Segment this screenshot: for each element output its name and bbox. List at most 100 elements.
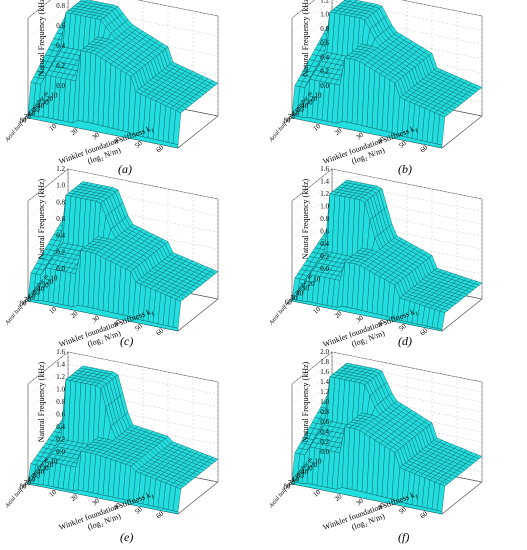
z-tick-label: 0.6: [56, 411, 65, 419]
k-tick-label: 50: [397, 139, 408, 150]
z-tick-label: 1.0: [56, 386, 65, 394]
k-axis-subscript: 1: [151, 311, 156, 318]
m-tick-label: 20: [310, 461, 318, 469]
z-tick-label: 0.0: [56, 448, 65, 456]
k-tick-label: 60: [155, 509, 166, 520]
grid-line: [291, 168, 333, 202]
grid-line: [291, 361, 333, 395]
grid-line: [67, 351, 219, 383]
z-tick-label: 1.6: [320, 165, 329, 173]
z-tick-label: 0.8: [56, 198, 65, 206]
grid-line: [291, 206, 333, 239]
m-tick-label: 10: [51, 92, 59, 100]
m-tick-label: 70: [24, 296, 32, 304]
z-axis-title: Natural Frequency (kHz): [301, 361, 310, 442]
z-tick-label: 0.4: [56, 232, 65, 240]
k-tick-label: 20: [69, 492, 80, 503]
grid-line: [331, 351, 483, 383]
m-tick-label: 30: [302, 285, 310, 293]
z-tick-label: 1.4: [320, 378, 329, 386]
grid-line: [27, 0, 51, 19]
k-tick-label: 50: [133, 322, 144, 333]
panel-caption-b: (b): [398, 162, 412, 176]
m-tick-label: 50: [290, 294, 298, 302]
z-tick-label: 0.0: [56, 265, 65, 273]
z-tick-label: 1.2: [56, 165, 65, 173]
grid-line: [27, 168, 69, 202]
panel-caption-f: (f): [398, 530, 410, 544]
z-tick-label: 0.8: [320, 25, 329, 33]
m-tick-label: 30: [42, 465, 50, 473]
m-tick-label: 80: [283, 116, 291, 124]
k-axis-subscript: 1: [415, 494, 420, 501]
z-tick-label: 1.4: [320, 178, 329, 186]
plot-group: 0.0 0.2 0.4 0.6 0.8 1.0 1.2 Natural Frequency (…: [3, 165, 219, 351]
m-tick-label: 60: [292, 475, 300, 483]
grid-line: [27, 5, 69, 39]
k-tick-label: 60: [155, 143, 166, 154]
k-tick-label: 10: [312, 488, 323, 499]
m-tick-label: 10: [313, 276, 321, 284]
z-tick-label: 0.2: [320, 438, 329, 446]
chart-panel-f: 0.0 0.2 0.4 0.6 0.8 1.0 1.2 1.4 1.6 1.8 2.0 Natural…: [264, 348, 527, 549]
surface-curtain: [291, 298, 443, 332]
z-tick-label: 1.6: [56, 348, 65, 356]
k-tick-label: 40: [376, 501, 387, 512]
k-axis-subscript: 1: [415, 311, 420, 318]
k-tick-label: 10: [48, 122, 59, 133]
k-axis-subscript: 1: [415, 128, 420, 135]
k-tick-label: 60: [419, 143, 430, 154]
k-tick-label: 60: [155, 326, 166, 337]
grid-line: [291, 218, 333, 252]
grid-line: [291, 401, 333, 435]
grid-line: [291, 0, 333, 33]
grid-line: [291, 371, 333, 405]
m-tick-label: 70: [288, 479, 296, 487]
panel-caption-d: (d): [398, 334, 412, 348]
plot-group: 0.0 0.2 0.4 0.6 0.8 1.0 1.2 1.4 1.6 1.8 2.0 Natural…: [267, 348, 483, 534]
z-tick-label: 0.6: [320, 39, 329, 47]
m-tick-label: 50: [297, 472, 305, 480]
grid-line: [27, 351, 69, 385]
grid-line: [27, 376, 69, 410]
m-tick-label: 70: [24, 479, 32, 487]
grid-line: [291, 0, 315, 19]
m-tick-label: 30: [42, 99, 50, 107]
m-tick-label: 40: [301, 468, 309, 476]
z-tick-label: 1.2: [320, 388, 329, 396]
z-tick-label: 1.2: [320, 190, 329, 198]
grid-line: [136, 0, 219, 17]
grid-line: [27, 364, 69, 397]
plot-group: 0.0 0.2 0.4 0.6 0.8 1.0 1.2 1.4 1.6 Natural Frequ…: [267, 165, 483, 351]
m-tick-label: 20: [308, 280, 316, 288]
grid-line: [400, 0, 483, 17]
m-tick-label: 60: [285, 298, 293, 306]
surface-plot-e: 0.0 0.2 0.4 0.6 0.8 1.0 1.2 1.4 1.6 Natural Frequ…: [3, 348, 219, 534]
grid-line: [291, 28, 333, 62]
m-tick-label: 10: [315, 92, 323, 100]
surface-curtain: [291, 481, 443, 515]
m-tick-label: 30: [42, 282, 50, 290]
z-tick-label: 0.6: [56, 22, 65, 30]
m-tick-label: 20: [46, 461, 54, 469]
k-tick-label: 10: [312, 305, 323, 316]
z-tick-label: 0.2: [56, 62, 65, 70]
m-tick-label: 60: [28, 292, 36, 300]
z-tick-label: 0.8: [320, 215, 329, 223]
m-tick-label: 10: [51, 458, 59, 466]
z-tick-label: 0.4: [320, 53, 329, 61]
z-tick-label: 1.0: [56, 182, 65, 190]
m-tick-label: 60: [28, 475, 36, 483]
k-tick-label: 20: [333, 126, 344, 137]
m-tick-label: 30: [306, 465, 314, 473]
z-tick-label: 1.2: [320, 0, 329, 4]
grid-line: [291, 391, 333, 425]
m-tick-label: 50: [33, 289, 41, 297]
k-tick-label: 30: [354, 496, 365, 507]
grid-line: [27, 389, 69, 422]
plot-group: 0.00.20.40.60.81.01.21.4Natural Frequenc…: [267, 0, 483, 168]
z-tick-label: 0.8: [320, 408, 329, 416]
z-tick-label: 1.0: [320, 398, 329, 406]
